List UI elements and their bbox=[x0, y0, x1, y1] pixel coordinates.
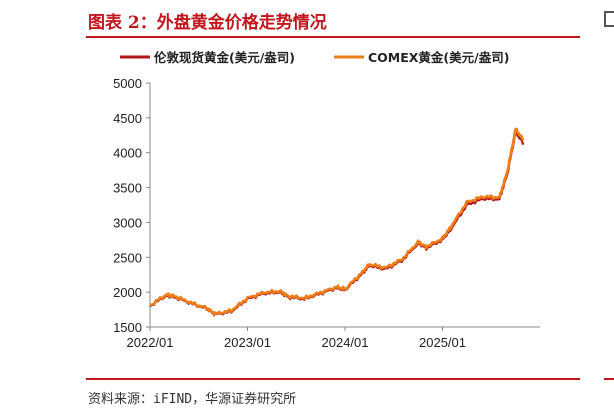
y-tick-label: 1500 bbox=[113, 320, 142, 335]
y-tick-labels: 5000 4500 4000 3500 3000 2500 2000 1500 bbox=[113, 76, 150, 335]
legend: 伦敦现货黄金(美元/盎司) COMEX黄金(美元/盎司) bbox=[120, 50, 509, 65]
y-tick-label: 3000 bbox=[113, 215, 142, 230]
legend-label-london: 伦敦现货黄金(美元/盎司) bbox=[154, 50, 295, 65]
source-note: 资料来源：iFIND，华源证券研究所 bbox=[88, 392, 297, 407]
y-tick-label: 2000 bbox=[113, 285, 142, 300]
y-tick-label: 4500 bbox=[113, 111, 142, 126]
x-tick-label: 2022/01 bbox=[127, 335, 174, 350]
x-tick-labels: 2022/01 2023/01 2024/01 2025/01 bbox=[127, 327, 466, 350]
gold-price-chart: 伦敦现货黄金(美元/盎司) COMEX黄金(美元/盎司) 5000 4500 400… bbox=[113, 50, 540, 350]
x-tick-label: 2023/01 bbox=[224, 335, 271, 350]
next-figure-fragment bbox=[604, 8, 614, 30]
y-tick-label: 3500 bbox=[113, 181, 142, 196]
y-tick-label: 2500 bbox=[113, 250, 142, 265]
title-bar: 图表 2：外盘黄金价格走势情况 bbox=[86, 6, 580, 38]
x-tick-label: 2025/01 bbox=[419, 335, 466, 350]
figure-title: 图表 2：外盘黄金价格走势情况 bbox=[88, 13, 327, 33]
series-lines bbox=[149, 127, 525, 317]
x-tick-label: 2024/01 bbox=[322, 335, 369, 350]
next-figure-divider-fragment bbox=[604, 378, 614, 380]
y-tick-label: 4000 bbox=[113, 146, 142, 161]
y-tick-label: 5000 bbox=[113, 76, 142, 91]
legend-label-comex: COMEX黄金(美元/盎司) bbox=[368, 50, 509, 65]
footer-divider bbox=[86, 378, 580, 380]
series-line-comex bbox=[149, 127, 525, 316]
next-figure-title-fragment bbox=[604, 11, 614, 27]
